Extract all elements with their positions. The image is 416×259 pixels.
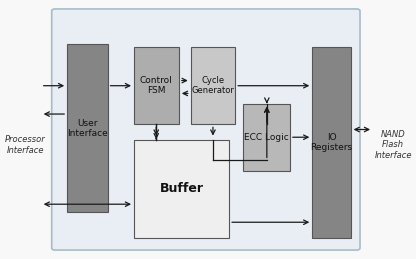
Text: IO
Registers: IO Registers [310,133,352,152]
Bar [191,47,235,124]
Text: NAND
Flash
Interface: NAND Flash Interface [374,130,412,160]
Bar [134,47,178,124]
Text: User
Interface: User Interface [67,119,108,138]
Bar [134,140,229,238]
Text: Processor
Interface: Processor Interface [5,135,46,155]
FancyBboxPatch shape [52,9,360,250]
Bar [67,45,108,212]
Bar [312,47,351,238]
Bar [243,104,290,171]
Text: Buffer: Buffer [160,182,203,195]
Text: ECC Logic: ECC Logic [244,133,289,142]
Text: Control
FSM: Control FSM [140,76,173,95]
Text: Cycle
Generator: Cycle Generator [191,76,234,95]
